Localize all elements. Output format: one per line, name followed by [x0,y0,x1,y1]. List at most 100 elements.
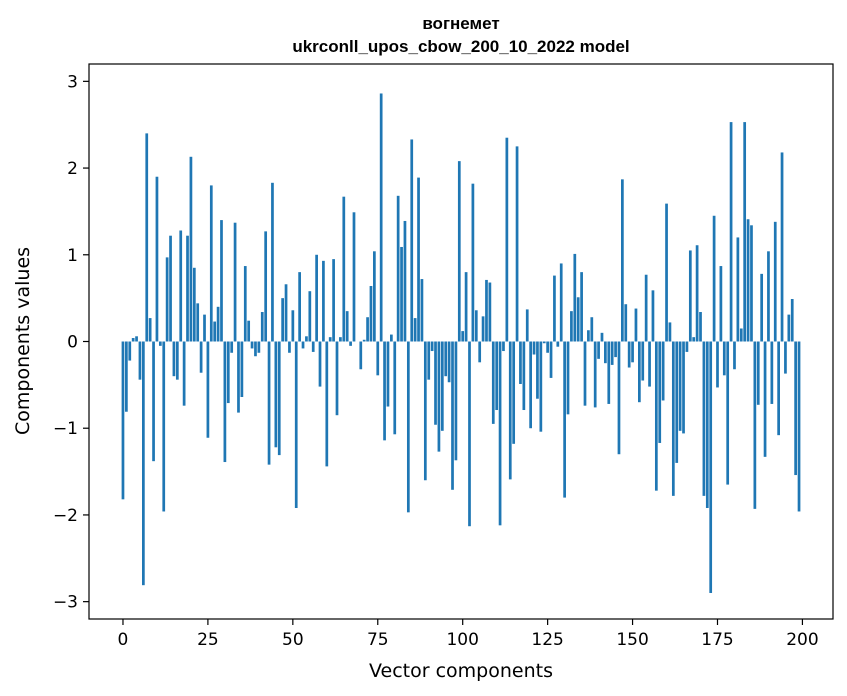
bar [743,122,747,342]
bar [254,341,257,357]
bar [491,341,495,424]
bar [169,235,172,342]
bar [763,341,767,457]
bar [485,279,488,342]
bar [410,139,414,342]
bar [237,341,240,413]
bar [665,203,668,342]
y-axis-label: Components values [12,247,34,435]
bar [461,331,465,342]
bar [648,341,651,387]
bar [393,341,397,435]
bar [481,316,485,342]
bar [716,341,719,388]
bar [247,320,251,342]
bar [614,341,617,358]
bar [668,322,672,342]
bar [332,259,335,342]
bar [423,341,427,481]
bar [767,251,770,342]
bar [610,341,614,365]
bar [797,341,801,512]
bar [624,304,628,342]
bar [573,253,577,342]
x-tick-label: 50 [282,630,304,650]
bar [549,341,553,378]
bar [318,341,322,387]
bar [529,341,532,429]
bar [315,254,318,342]
bar [505,137,509,342]
bar [651,290,655,342]
bar [437,341,441,452]
bar [216,306,220,342]
bar [692,337,696,342]
bar [532,341,536,355]
bar [383,341,386,441]
bar [396,195,400,342]
bar [430,341,434,352]
bar [128,341,132,361]
bar [638,341,641,403]
bar [794,341,797,476]
x-tick-label: 175 [701,630,733,650]
bar [712,215,716,342]
bar [366,317,369,342]
bar [519,341,522,384]
bar [406,341,410,513]
bar [291,310,295,342]
bar [175,341,179,380]
bar [267,341,271,465]
bar [576,297,580,342]
bar [260,312,264,342]
bar [352,212,356,342]
y-tick-label: −2 [53,506,78,526]
bar [121,341,125,500]
bar [508,341,512,480]
bar [682,341,685,434]
bar [322,260,325,342]
bar [131,338,135,342]
x-axis-ticks: 0 25 50 75 100 125 150 175 200 [118,619,819,650]
bar [566,341,570,415]
x-tick-label: 75 [367,630,389,650]
bar [376,341,380,376]
bar [281,298,284,342]
bar [733,341,736,370]
bar [570,311,573,342]
x-tick-label: 25 [197,630,219,650]
bar [125,341,128,412]
bar [339,337,342,342]
y-tick-label: 3 [67,72,78,92]
bar [729,122,733,342]
bar [488,282,492,342]
bar [770,341,774,404]
bar [597,341,600,359]
bar [220,220,223,342]
bar [440,341,444,431]
bar [274,341,278,448]
bar [634,308,638,342]
bar [298,272,301,342]
bar [148,318,152,342]
bar [420,279,424,342]
bar [294,341,298,508]
x-tick-label: 200 [786,630,818,650]
bar [542,341,546,344]
bar [502,341,505,352]
bar [240,341,244,397]
bar [593,341,597,408]
bar [709,341,713,593]
bar [654,341,658,491]
bar [563,341,566,498]
bar [468,341,471,527]
bar [474,310,478,342]
bar [386,341,390,407]
bar [559,263,563,342]
bar [454,341,458,461]
x-tick-label: 125 [531,630,563,650]
bar [790,299,794,342]
bar [349,341,352,346]
bar [495,341,499,411]
